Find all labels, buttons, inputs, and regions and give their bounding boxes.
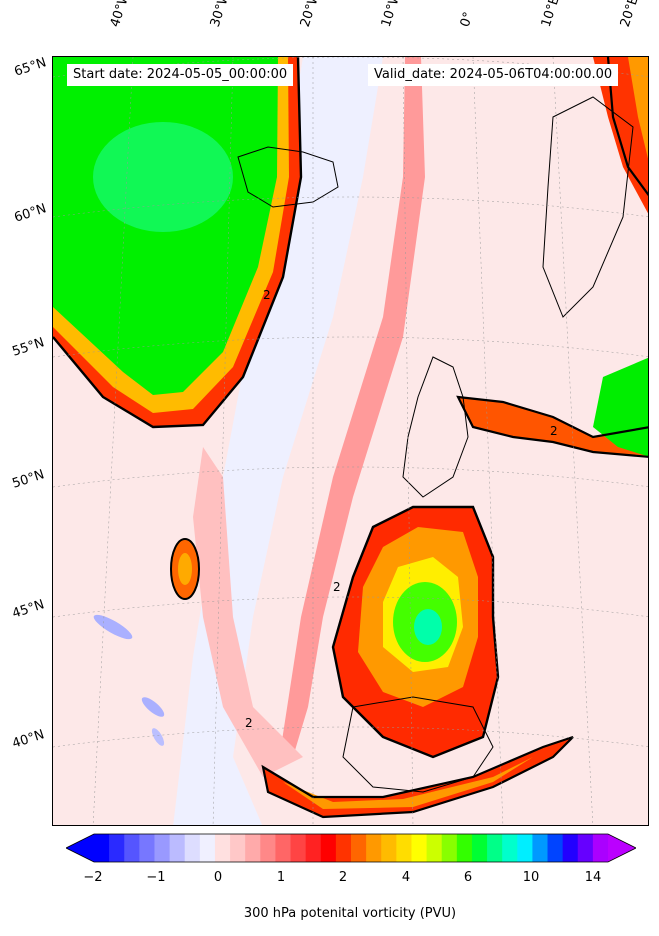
- pv-anomaly-northeast-orange: [628, 57, 648, 159]
- negative-pv-streak: [93, 614, 133, 640]
- colorbar-tick: −2: [83, 870, 103, 885]
- pv-filament-north: [281, 57, 425, 757]
- coastline-iberia: [342, 696, 494, 793]
- negative-pv-streak: [141, 697, 165, 717]
- colorbar-title: 300 hPa potenital vorticity (PVU): [243, 906, 457, 921]
- pv-contour-2pvu: [170, 538, 200, 600]
- pv-contour-2pvu: [606, 57, 648, 197]
- colorbar-segment: [456, 834, 473, 862]
- colorbar-segment: [184, 834, 201, 862]
- graticule: [53, 57, 648, 825]
- colorbar-tick: 2: [338, 870, 348, 885]
- negative-pv-streak: [151, 728, 165, 746]
- colorbar-segment: [335, 834, 352, 862]
- pv-contour-2pvu: [53, 57, 303, 429]
- colorbar-tick: 14: [584, 870, 602, 885]
- colorbar-tick: −1: [146, 870, 166, 885]
- lon-label-20e: 20°E: [617, 0, 642, 30]
- colorbar-segment: [139, 834, 155, 862]
- colorbar-segment: [396, 834, 412, 862]
- lon-label-0: 0°: [457, 10, 477, 29]
- lon-label-30w: 30°W: [207, 0, 234, 29]
- pv-anomaly-central-cyan: [414, 609, 442, 645]
- colorbar-segment: [532, 834, 549, 862]
- colorbar-segment: [214, 834, 231, 862]
- colorbar-segment: [471, 834, 488, 862]
- colorbar-segment: [199, 834, 216, 862]
- colorbar-segment: [562, 834, 579, 862]
- colorbar-segment: [366, 834, 382, 862]
- colorbar-segment: [260, 834, 276, 862]
- colorbar-segment: [426, 834, 443, 862]
- pv-isolated-blob-core: [178, 553, 192, 585]
- colorbar-segment: [487, 834, 503, 862]
- colorbar-segment: [94, 834, 110, 862]
- contour-label: 2: [550, 424, 558, 438]
- pv-contour-2pvu: [261, 735, 574, 819]
- lon-label-40w: 40°W: [107, 0, 134, 29]
- lon-label-10w: 10°W: [378, 0, 405, 29]
- colorbar-tick: 10: [522, 870, 540, 885]
- lat-label-55n: 55°N: [10, 335, 47, 360]
- coastline-iceland: [237, 146, 339, 208]
- lat-label-65n: 65°N: [12, 55, 49, 80]
- pv-contour-2pvu: [456, 395, 648, 458]
- map-panel: 2 2 2 2: [52, 56, 649, 826]
- lat-label-45n: 45°N: [10, 597, 47, 622]
- pv-tail-south-orange: [283, 757, 533, 809]
- colorbar-segment: [381, 834, 397, 862]
- colorbar-outline: [66, 833, 636, 863]
- coastline-british-isles: [402, 356, 469, 498]
- coastline-scandinavia: [542, 96, 634, 318]
- colorbar-tick: 0: [213, 870, 223, 885]
- colorbar-segment: [577, 834, 594, 862]
- colorbar-over-arrow: [608, 834, 636, 862]
- colorbar-segment: [275, 834, 292, 862]
- colorbar-segment: [441, 834, 458, 862]
- colorbar-segment: [592, 834, 609, 862]
- colorbar-segment: [154, 834, 171, 862]
- colorbar-segment: [502, 834, 518, 862]
- lon-label-20w: 20°W: [297, 0, 324, 29]
- colorbar-segment: [290, 834, 307, 862]
- colorbar-segment: [351, 834, 367, 862]
- pv-band-east: [458, 397, 648, 457]
- colorbar-tick: 6: [463, 870, 473, 885]
- contour-label: 2: [245, 716, 253, 730]
- colorbar-segment: [547, 834, 564, 862]
- pv-cyan-core: [93, 122, 233, 232]
- colorbar-segment: [517, 834, 533, 862]
- colorbar-segment: [245, 834, 261, 862]
- pv-anomaly-east-green: [593, 357, 648, 457]
- pv-filament-west: [193, 447, 303, 777]
- colorbar-segment: [169, 834, 186, 862]
- pv-contour-2pvu: [331, 505, 500, 759]
- colorbar-segment: [411, 834, 428, 862]
- colorbar-segment: [109, 834, 125, 862]
- colorbar: [66, 833, 636, 863]
- lon-label-10e: 10°E: [538, 0, 563, 30]
- valid-date-label: Valid_date: 2024-05-06T04:00:00.00: [368, 64, 619, 86]
- pv-map: 2 2 2 2: [53, 57, 648, 825]
- colorbar-tick: 4: [401, 870, 411, 885]
- colorbar-under-arrow: [66, 834, 94, 862]
- colorbar-tick: 1: [276, 870, 286, 885]
- colorbar-segment: [124, 834, 140, 862]
- contour-label: 2: [333, 580, 341, 594]
- colorbar-segment: [305, 834, 322, 862]
- start-date-label: Start date: 2024-05-05_00:00:00: [67, 64, 294, 86]
- colorbar-segment: [230, 834, 246, 862]
- lat-label-40n: 40°N: [10, 727, 47, 752]
- lat-label-50n: 50°N: [10, 467, 47, 492]
- contour-label: 2: [263, 288, 271, 302]
- colorbar-segment: [320, 834, 337, 862]
- lat-label-60n: 60°N: [12, 201, 49, 226]
